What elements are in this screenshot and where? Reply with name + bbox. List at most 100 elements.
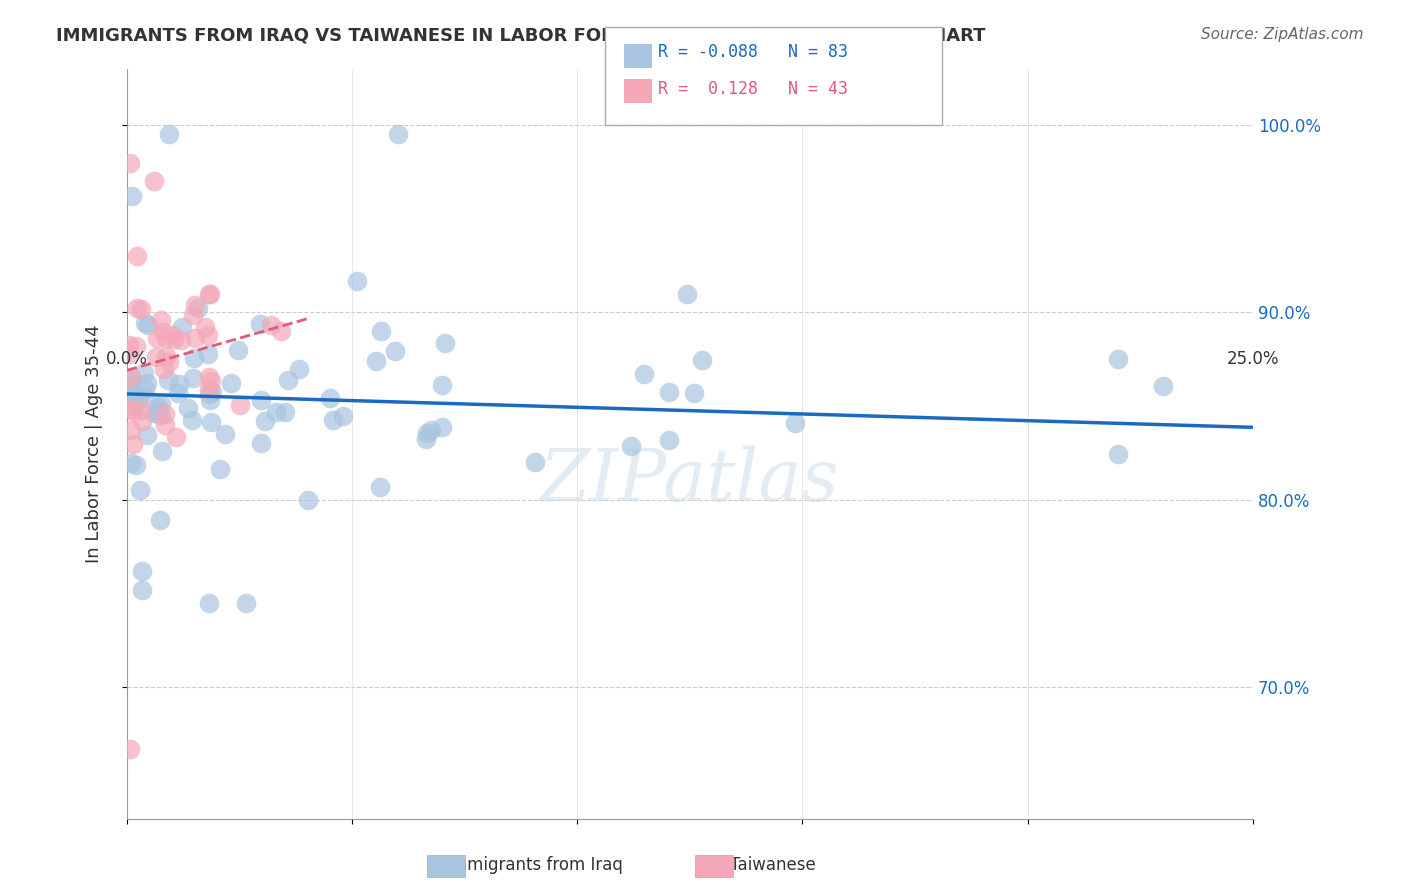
Point — [187, 301, 209, 316]
Text: R =  0.128   N = 43: R = 0.128 N = 43 — [658, 80, 848, 98]
Point — [633, 368, 655, 382]
Point — [125, 339, 148, 353]
Point — [198, 596, 221, 610]
Point — [198, 286, 221, 301]
Point — [120, 423, 142, 437]
Text: 0.0%: 0.0% — [105, 350, 148, 368]
Point — [183, 351, 205, 366]
Point — [184, 298, 207, 312]
Point — [181, 413, 204, 427]
Point — [120, 155, 142, 169]
Point — [134, 382, 156, 396]
Text: R = -0.088   N = 83: R = -0.088 N = 83 — [658, 43, 848, 61]
Point — [200, 375, 222, 389]
Point — [166, 385, 188, 400]
Point — [274, 405, 297, 419]
Point — [160, 328, 183, 343]
Point — [146, 403, 169, 417]
Point — [165, 430, 187, 444]
Point — [198, 286, 221, 301]
Point — [415, 433, 437, 447]
Point — [132, 366, 155, 380]
Point — [370, 324, 392, 338]
Point — [155, 349, 177, 363]
Point — [322, 413, 344, 427]
Y-axis label: In Labor Force | Age 35-44: In Labor Force | Age 35-44 — [86, 325, 103, 563]
Point — [683, 386, 706, 401]
Point — [131, 582, 153, 597]
Point — [138, 318, 160, 332]
Point — [153, 407, 176, 421]
Point — [152, 325, 174, 339]
Point — [124, 399, 146, 413]
Point — [297, 492, 319, 507]
Point — [125, 301, 148, 315]
Point — [226, 343, 249, 357]
Point — [121, 189, 143, 203]
Point — [198, 387, 221, 401]
Point — [120, 373, 142, 387]
Point — [129, 302, 152, 317]
Point — [657, 433, 679, 447]
Point — [135, 376, 157, 390]
Point — [209, 462, 232, 476]
Point — [270, 324, 292, 338]
Point — [134, 316, 156, 330]
Point — [184, 331, 207, 345]
Point — [167, 377, 190, 392]
Point — [264, 405, 287, 419]
Point — [120, 374, 142, 388]
Point — [319, 391, 342, 405]
Point — [198, 393, 221, 408]
Point — [125, 458, 148, 473]
Point — [143, 174, 166, 188]
Point — [131, 402, 153, 417]
Point — [150, 444, 173, 458]
Point — [675, 287, 697, 301]
Point — [416, 426, 439, 441]
Point — [1152, 379, 1174, 393]
Point — [118, 346, 141, 360]
Point — [430, 377, 453, 392]
Point — [1107, 447, 1129, 461]
Point — [433, 336, 456, 351]
Point — [200, 415, 222, 429]
Point — [620, 440, 643, 454]
Point — [1107, 351, 1129, 366]
Point — [153, 361, 176, 376]
Point — [170, 333, 193, 347]
Point — [364, 354, 387, 368]
Text: Taiwanese: Taiwanese — [731, 856, 815, 874]
Point — [181, 308, 204, 322]
Point — [197, 347, 219, 361]
Point — [131, 414, 153, 428]
Point — [120, 742, 142, 756]
Point — [384, 344, 406, 359]
Point — [149, 408, 172, 422]
Point — [783, 416, 806, 430]
Point — [368, 480, 391, 494]
Point — [523, 455, 546, 469]
Point — [249, 317, 271, 331]
Point — [690, 352, 713, 367]
Text: ZIPatlas: ZIPatlas — [540, 446, 839, 516]
Point — [149, 512, 172, 526]
Point — [277, 373, 299, 387]
Point — [228, 398, 250, 412]
Point — [128, 389, 150, 403]
Point — [136, 427, 159, 442]
Point — [250, 393, 273, 408]
Point — [134, 392, 156, 406]
Point — [129, 483, 152, 497]
Point — [120, 392, 142, 406]
Point — [125, 249, 148, 263]
Point — [197, 327, 219, 342]
Point — [142, 406, 165, 420]
Point — [177, 401, 200, 415]
Point — [658, 384, 681, 399]
Point — [145, 350, 167, 364]
Point — [288, 362, 311, 376]
Point — [214, 427, 236, 442]
Point — [170, 320, 193, 334]
Point — [120, 402, 142, 417]
